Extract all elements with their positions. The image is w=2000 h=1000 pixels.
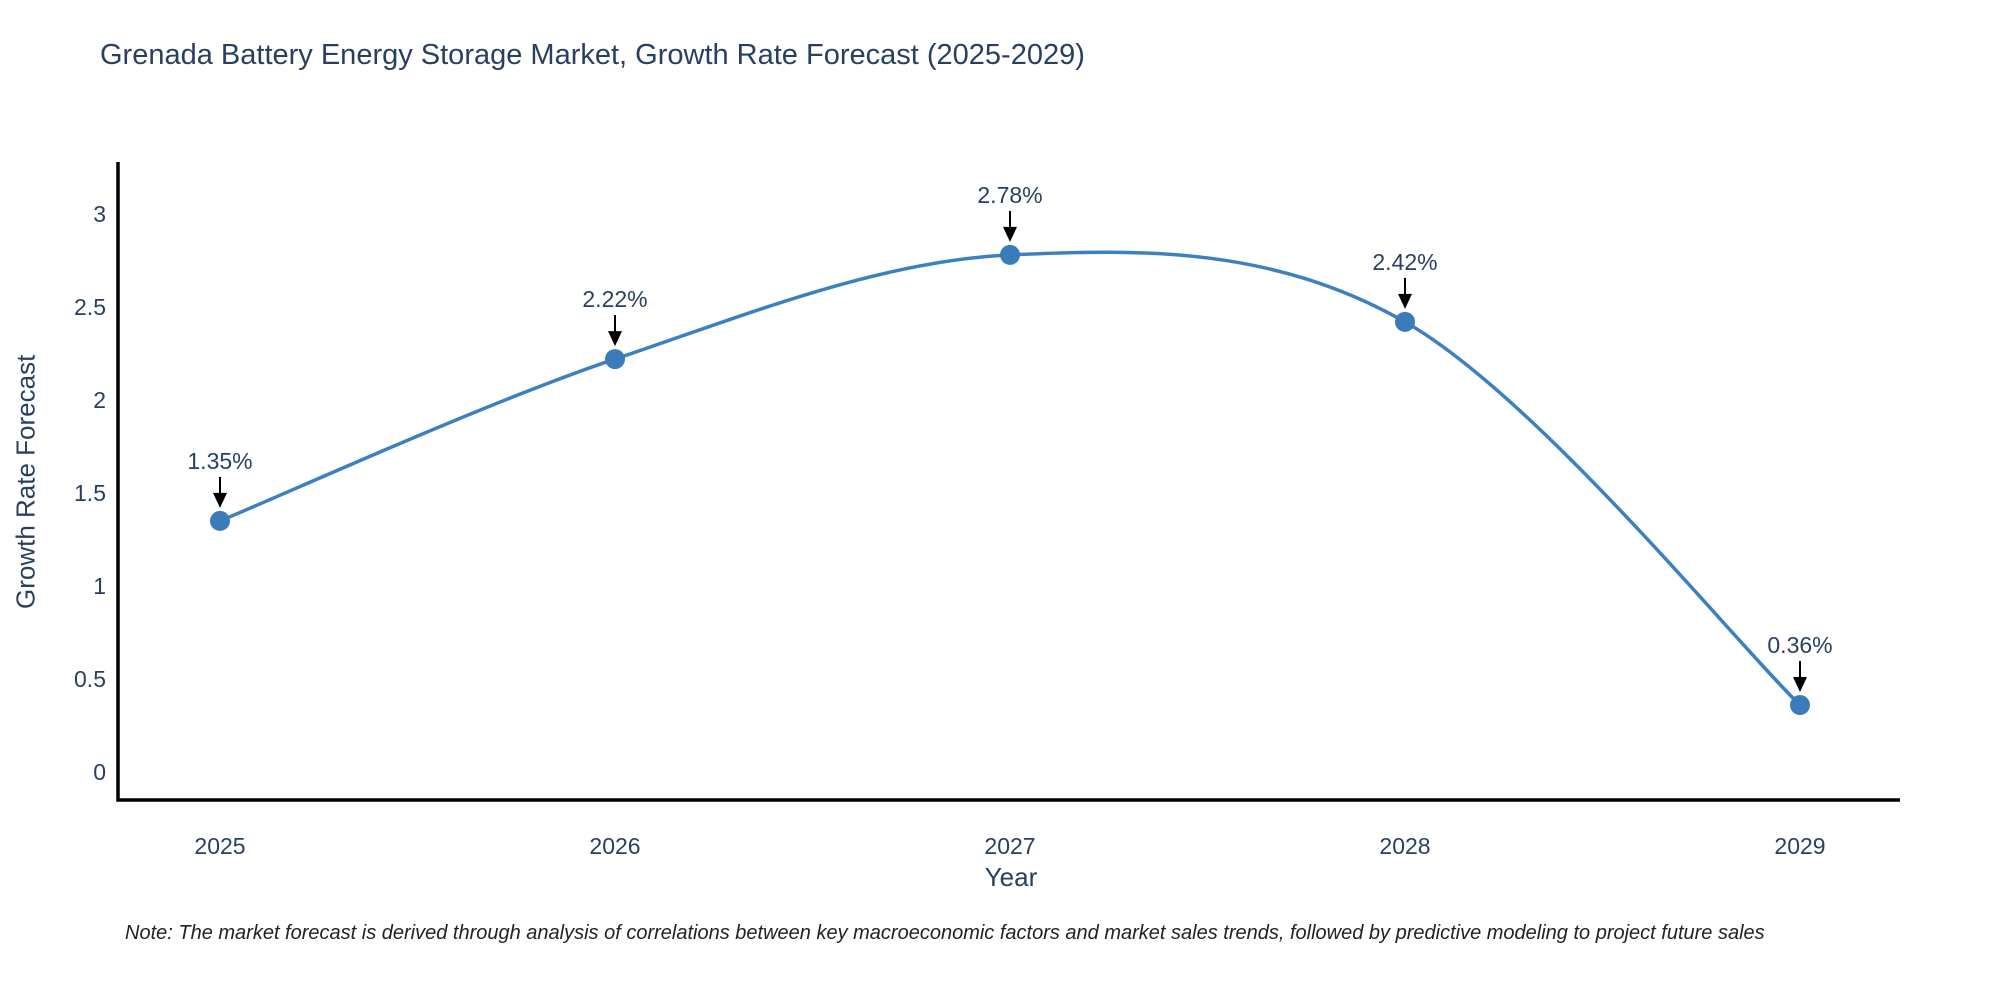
footnote: Note: The market forecast is derived thr… (125, 922, 1765, 944)
annotation-arrow-head (608, 331, 622, 347)
data-point (1000, 244, 1020, 265)
x-tick-label: 2025 (194, 833, 245, 859)
data-point (1790, 695, 1810, 716)
y-tick-label: 2 (93, 387, 106, 413)
annotation-arrow-head (1398, 293, 1412, 309)
x-tick-label: 2026 (589, 833, 640, 859)
x-tick-label: 2028 (1379, 833, 1430, 859)
chart-title: Grenada Battery Energy Storage Market, G… (100, 39, 1085, 71)
annotation-arrow-head (213, 492, 227, 508)
x-tick-label: 2027 (984, 833, 1035, 859)
y-tick-label: 1.5 (74, 480, 106, 506)
x-axis-title: Year (984, 862, 1038, 892)
annotation-arrow-head (1003, 226, 1017, 242)
y-tick-label: 2.5 (74, 294, 106, 320)
data-point (210, 510, 230, 531)
data-point (605, 349, 625, 370)
data-point (1395, 311, 1415, 332)
annotation-arrow-head (1793, 677, 1807, 693)
point-label: 2.42% (1372, 249, 1437, 275)
point-label: 2.22% (582, 286, 647, 312)
point-label: 1.35% (187, 448, 252, 474)
trend-line (218, 250, 1802, 707)
y-tick-label: 0.5 (74, 666, 106, 692)
y-tick-label: 3 (93, 201, 106, 227)
point-label: 2.78% (977, 182, 1042, 208)
axis-lines (116, 162, 1900, 802)
y-tick-label: 1 (93, 573, 106, 599)
y-tick-label: 0 (93, 759, 106, 785)
x-tick-label: 2029 (1774, 833, 1825, 859)
point-label: 0.36% (1767, 632, 1832, 658)
